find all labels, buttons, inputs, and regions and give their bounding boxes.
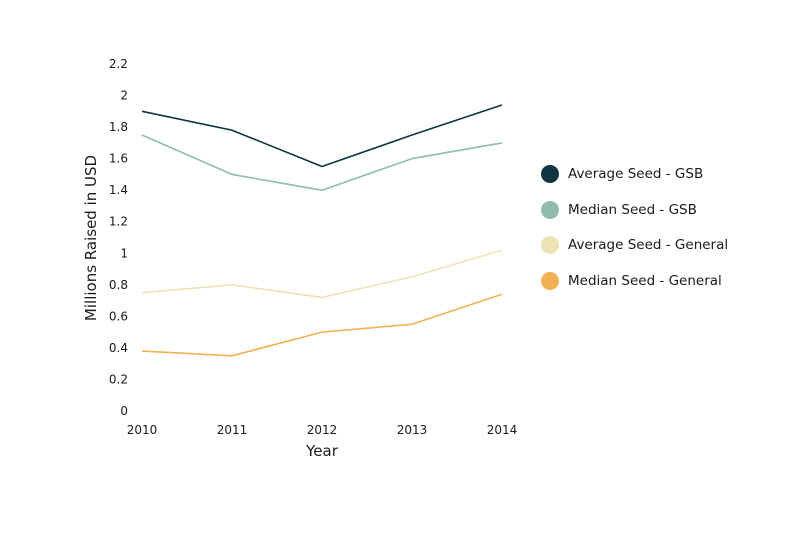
x-tick-label: 2012 (307, 423, 338, 437)
x-tick-label: 2013 (397, 423, 428, 437)
y-axis-ticks: 0 0.2 0.4 0.6 0.8 1 1.2 1.4 1.6 1.8 2 2.2 (109, 57, 128, 418)
y-tick-label: 1 (120, 246, 128, 260)
y-tick-label: 1.2 (109, 215, 128, 229)
y-tick-label: 0.2 (109, 372, 128, 386)
legend-item: Average Seed - General (541, 234, 791, 256)
y-tick-label: 0.6 (109, 309, 128, 323)
y-tick-label: 1.6 (109, 152, 128, 166)
series-line-3 (141, 249, 503, 299)
y-tick-label: 2.2 (109, 57, 128, 71)
legend-swatch (541, 271, 559, 290)
legend-swatch (541, 200, 559, 219)
chart-legend: Average Seed - GSB Median Seed - GSB Avera… (541, 163, 791, 305)
legend-item: Median Seed - GSB (541, 199, 791, 221)
x-tick-label: 2011 (217, 423, 248, 437)
x-axis-ticks: 2010 2011 2012 2013 2014 (127, 423, 518, 437)
legend-label: Median Seed - GSB (568, 201, 697, 218)
y-axis-title: Millions Raised in USD (82, 155, 100, 321)
y-tick-label: 1.4 (109, 183, 128, 197)
series-line-2 (141, 134, 503, 191)
y-tick-label: 1.8 (109, 120, 128, 134)
series-line-4 (141, 293, 503, 357)
x-axis-title: Year (305, 442, 339, 460)
y-tick-label: 0 (120, 404, 128, 418)
legend-label: Average Seed - GSB (568, 166, 704, 182)
series-line-1 (141, 104, 503, 168)
x-tick-label: 2014 (487, 423, 518, 437)
legend-label: Average Seed - General (568, 237, 729, 253)
y-tick-label: 0.8 (109, 278, 128, 292)
legend-swatch (541, 236, 559, 254)
legend-label: Median Seed - General (568, 272, 722, 289)
y-tick-label: 0.4 (109, 341, 128, 355)
y-tick-label: 2 (120, 89, 128, 103)
legend-item: Average Seed - GSB (541, 163, 791, 185)
legend-item: Median Seed - General (541, 270, 791, 292)
series-lines (141, 104, 503, 357)
x-tick-label: 2010 (127, 423, 158, 437)
legend-swatch (541, 165, 559, 183)
